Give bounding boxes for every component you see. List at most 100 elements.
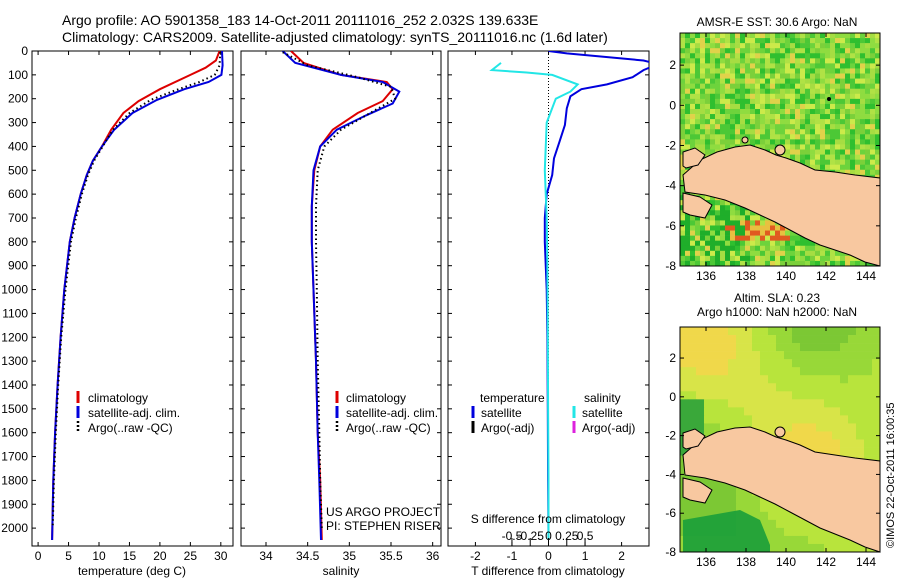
sst-cell <box>765 124 771 130</box>
sla-cell <box>784 359 793 368</box>
sla-cell <box>720 423 729 432</box>
sst-cell <box>690 235 696 241</box>
sst-cell <box>835 78 841 84</box>
sst-cell <box>805 144 811 150</box>
sla-cell <box>760 503 769 513</box>
sla-cell <box>680 399 689 408</box>
sst-cell <box>790 139 796 145</box>
sst-cell <box>875 144 881 150</box>
sst-cell <box>710 103 716 110</box>
sst-cell <box>770 245 776 252</box>
sla-cell <box>688 335 697 344</box>
sla-cell <box>680 407 689 416</box>
sst-cell <box>815 154 821 160</box>
sla-cell <box>696 359 705 368</box>
sst-cell <box>850 58 856 64</box>
sla-cell <box>680 423 689 432</box>
sst-cell <box>810 103 816 110</box>
sst-cell <box>685 43 691 49</box>
sst-cell <box>700 38 706 44</box>
sst-cell <box>725 245 731 252</box>
sst-cell <box>750 220 756 226</box>
sst-cell <box>845 98 851 105</box>
sst-cell <box>760 53 766 59</box>
sst-cell <box>750 83 756 90</box>
sst-cell <box>865 139 871 145</box>
sst-cell <box>705 129 711 135</box>
sst-cell <box>705 119 711 125</box>
sst-cell <box>740 103 746 110</box>
sst-cell <box>690 93 696 100</box>
sst-cell <box>695 225 701 231</box>
sla-cell <box>680 335 689 344</box>
sst-cell <box>700 58 706 64</box>
sla-map-frame <box>679 326 881 553</box>
sst-cell <box>740 215 746 221</box>
sst-cell <box>820 53 826 59</box>
sst-cell <box>830 108 836 115</box>
sst-cell <box>760 225 766 231</box>
sla-cell <box>808 423 817 432</box>
sst-cell <box>820 245 826 252</box>
sst-cell <box>820 33 826 39</box>
legend-s-satellite: satellite <box>582 406 623 420</box>
sst-cell <box>720 108 726 115</box>
sla-cell <box>704 383 713 392</box>
sla-cell <box>800 359 809 368</box>
sst-cell <box>780 38 786 44</box>
sla-cell <box>768 351 777 360</box>
sst-cell <box>720 63 726 69</box>
sst-cell <box>775 235 781 241</box>
sst-cell <box>775 73 781 79</box>
sst-cell <box>875 63 881 69</box>
sst-cell <box>800 53 806 59</box>
sst-cell <box>705 108 711 115</box>
t-difference-label: T difference from climatology <box>471 564 625 578</box>
sla-cell <box>872 407 881 416</box>
sst-cell <box>730 38 736 44</box>
sst-cell <box>680 83 686 90</box>
sla-cell <box>728 383 737 392</box>
sst-cell <box>755 88 761 95</box>
sst-cell <box>850 103 856 110</box>
sst-cell <box>700 149 706 155</box>
sst-cell <box>785 53 791 59</box>
sst-cell <box>700 73 706 79</box>
sst-cell <box>795 93 801 100</box>
sst-cell <box>735 38 741 44</box>
sst-cell <box>680 33 686 39</box>
sst-cell <box>680 235 686 241</box>
sla-cell <box>840 543 849 553</box>
sst-cell <box>755 230 761 236</box>
sst-cell <box>805 33 811 39</box>
sst-cell <box>830 255 836 262</box>
sst-cell <box>805 250 811 257</box>
sst-cell <box>690 73 696 79</box>
sla-cell <box>728 487 737 497</box>
sst-cell <box>725 108 731 115</box>
sst-cell <box>780 255 786 262</box>
sst-cell <box>770 33 776 39</box>
sst-cell <box>735 255 741 262</box>
sst-cell <box>725 230 731 236</box>
sla-cell <box>864 367 873 376</box>
sst-cell <box>750 255 756 262</box>
sst-cell <box>855 134 861 140</box>
sst-cell <box>685 230 691 236</box>
sst-cell <box>700 255 706 262</box>
sst-cell <box>695 58 701 64</box>
sla-cell <box>720 359 729 368</box>
sst-cell <box>800 250 806 257</box>
sst-cell <box>795 129 801 135</box>
sst-cell <box>680 88 686 95</box>
sst-cell <box>740 230 746 236</box>
sla-cell <box>712 383 721 392</box>
pi-annotation: PI: STEPHEN RISER <box>326 519 441 533</box>
sst-cell <box>850 124 856 130</box>
sst-cell <box>685 260 691 267</box>
sla-cell <box>792 359 801 368</box>
sst-cell <box>705 83 711 90</box>
sst-cell <box>785 88 791 95</box>
sst-cell <box>720 53 726 59</box>
sst-cell <box>860 93 866 100</box>
